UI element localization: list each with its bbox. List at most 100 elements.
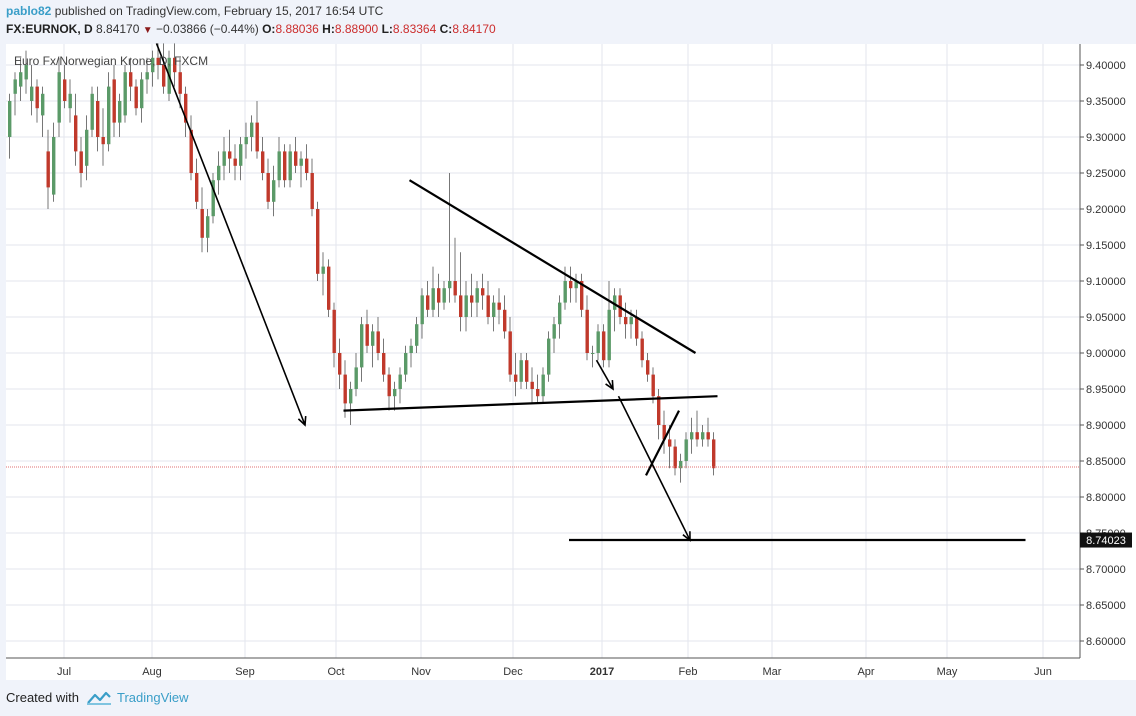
candle-up xyxy=(85,129,89,166)
x-tick-label: May xyxy=(937,666,958,678)
x-tick-label: Oct xyxy=(327,666,344,678)
candle-up xyxy=(354,367,358,389)
candle-down xyxy=(129,72,133,87)
candle-up xyxy=(393,389,397,397)
candle-down xyxy=(640,338,644,361)
candle-down xyxy=(525,360,529,382)
candle-down xyxy=(96,101,100,137)
candle-down xyxy=(508,331,512,375)
candle-up xyxy=(299,158,303,166)
close-value: 8.84170 xyxy=(452,22,496,36)
trend-line[interactable] xyxy=(645,410,680,476)
candle-up xyxy=(244,137,248,145)
close-key: C: xyxy=(439,22,453,36)
candle-down xyxy=(657,396,661,425)
x-tick-label: Sep xyxy=(235,666,255,678)
candle-up xyxy=(41,93,45,116)
arrow-head xyxy=(297,415,307,427)
candle-up xyxy=(211,180,215,217)
x-tick-label: Apr xyxy=(857,666,874,678)
ohlc-legend: FX:EURNOK, D 8.84170 ▼ −0.03866 (−0.44%)… xyxy=(6,22,496,36)
candle-down xyxy=(437,288,441,303)
arrow-line[interactable] xyxy=(595,359,614,390)
candle-up xyxy=(68,93,72,109)
candle-down xyxy=(635,317,639,339)
y-tick-label: 8.70000 xyxy=(1086,564,1126,576)
candle-up xyxy=(574,281,578,289)
candle-up xyxy=(684,439,688,461)
candle-down xyxy=(266,173,270,202)
candle-down xyxy=(376,331,380,353)
y-tick-label: 9.20000 xyxy=(1086,204,1126,216)
candle-down xyxy=(486,295,490,317)
plot-area[interactable] xyxy=(6,44,1080,658)
y-tick-label: 8.80000 xyxy=(1086,492,1126,504)
x-tick-label: Mar xyxy=(763,666,782,678)
tradingview-link[interactable]: TradingView xyxy=(116,690,189,705)
candles xyxy=(8,43,716,483)
candle-down xyxy=(261,151,265,173)
candle-down xyxy=(343,374,347,404)
candle-up xyxy=(475,288,479,303)
candle-down xyxy=(514,374,518,382)
candle-up xyxy=(145,72,149,80)
candle-up xyxy=(123,72,127,116)
trend-line[interactable] xyxy=(408,179,697,354)
candle-down xyxy=(74,115,78,152)
candle-down xyxy=(79,151,83,173)
x-tick-label: Dec xyxy=(503,666,523,678)
candle-down xyxy=(387,374,391,397)
candle-down xyxy=(673,446,677,469)
created-with-text: Created with xyxy=(6,690,79,705)
candle-down xyxy=(332,309,336,353)
candle-down xyxy=(310,173,314,209)
low-key: L: xyxy=(381,22,393,36)
candle-down xyxy=(189,129,193,173)
candle-up xyxy=(415,324,419,346)
y-tick-label: 8.60000 xyxy=(1086,636,1126,648)
candle-down xyxy=(530,381,534,389)
candle-down xyxy=(712,439,716,469)
candle-down xyxy=(365,324,369,346)
candle-down xyxy=(662,425,666,440)
candle-down xyxy=(651,374,655,397)
last-price: 8.84170 xyxy=(96,22,140,36)
x-tick-label: Jul xyxy=(57,666,71,678)
price-axis[interactable] xyxy=(1080,44,1136,658)
trend-line[interactable] xyxy=(343,395,718,412)
candle-down xyxy=(382,353,386,375)
author-link[interactable]: pablo82 xyxy=(6,4,52,18)
y-tick-label: 8.65000 xyxy=(1086,600,1126,612)
y-tick-label: 9.15000 xyxy=(1086,240,1126,252)
time-axis[interactable] xyxy=(6,658,1136,680)
candle-up xyxy=(151,57,155,73)
candle-down xyxy=(602,331,606,361)
y-tick-label: 9.40000 xyxy=(1086,60,1126,72)
high-key: H: xyxy=(322,22,335,36)
y-tick-label: 9.35000 xyxy=(1086,96,1126,108)
candle-up xyxy=(222,151,226,166)
candle-down xyxy=(200,209,204,238)
arrow-line[interactable] xyxy=(617,395,691,541)
candle-down xyxy=(327,266,331,310)
candle-down xyxy=(195,173,199,202)
x-tick-label: Aug xyxy=(142,666,162,678)
candle-up xyxy=(30,86,34,101)
candle-up xyxy=(239,144,243,166)
candle-down xyxy=(453,281,457,296)
candle-up xyxy=(607,309,611,361)
candle-down xyxy=(481,288,485,296)
y-tick-label: 9.25000 xyxy=(1086,168,1126,180)
candle-down xyxy=(233,158,237,166)
y-tick-label: 8.90000 xyxy=(1086,420,1126,432)
candle-down xyxy=(162,65,166,87)
candle-up xyxy=(519,360,523,382)
candle-up xyxy=(420,295,424,325)
candle-up xyxy=(118,101,122,123)
candle-up xyxy=(541,374,545,397)
low-value: 8.83364 xyxy=(392,22,437,36)
arrow-line[interactable] xyxy=(155,43,306,426)
candle-up xyxy=(591,353,595,354)
candle-down xyxy=(585,309,589,353)
